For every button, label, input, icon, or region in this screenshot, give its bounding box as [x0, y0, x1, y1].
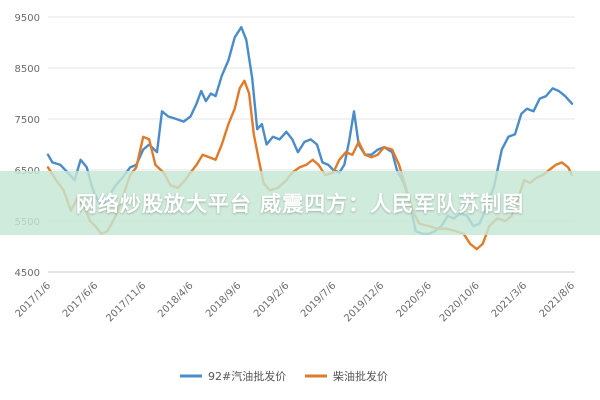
y-tick-label: 7500: [15, 115, 40, 126]
y-tick-label: 4500: [15, 268, 40, 279]
legend: 92#汽油批发价 柴油批发价: [180, 369, 388, 383]
x-tick-label: 2020/10/6: [438, 280, 482, 324]
x-tick-label: 2019/2/6: [252, 280, 292, 320]
x-axis-tick-labels: 2017/1/6 2017/6/6 2017/11/6 2018/4/6 2018/9/…: [14, 280, 578, 324]
x-tick-label: 2018/9/6: [204, 280, 244, 320]
x-tick-label: 2018/4/6: [156, 280, 196, 320]
legend-label: 92#汽油批发价: [208, 369, 286, 383]
x-tick-label: 2020/5/6: [394, 280, 434, 320]
y-axis-tick-labels: 450055006500750085009500: [15, 13, 40, 279]
x-tick-label: 2017/1/6: [14, 280, 54, 320]
x-tick-label: 2017/11/6: [104, 280, 148, 324]
x-tick-label: 2021/8/6: [538, 280, 578, 320]
x-tick-label: 2019/7/6: [299, 280, 339, 320]
legend-label: 柴油批发价: [333, 369, 388, 383]
y-tick-label: 9500: [15, 13, 40, 24]
x-tick-label: 2017/6/6: [61, 280, 101, 320]
y-tick-label: 8500: [15, 64, 40, 75]
watermark-banner: 网络炒股放大平台 威震四方：人民军队苏制图: [0, 171, 600, 235]
x-tick-label: 2019/12/6: [342, 280, 386, 324]
banner-text: 网络炒股放大平台 威震四方：人民军队苏制图: [75, 192, 525, 216]
x-tick-label: 2021/3/6: [490, 280, 530, 320]
